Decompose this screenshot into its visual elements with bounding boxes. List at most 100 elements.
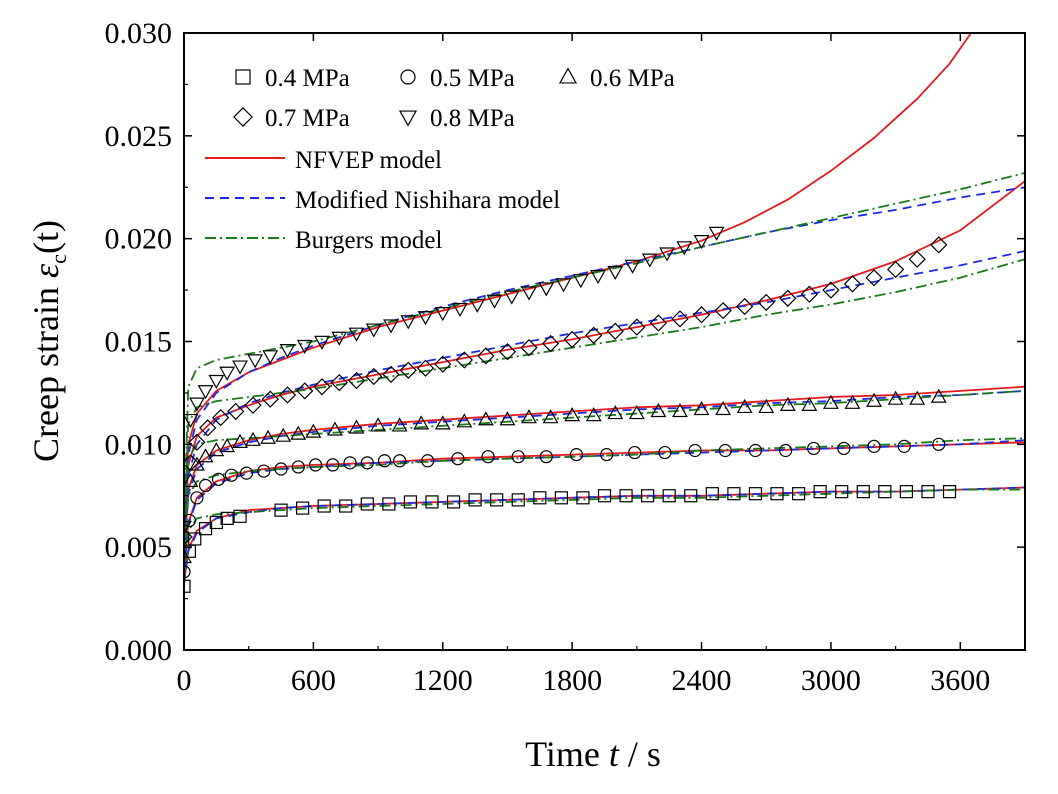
data-point-triangle-up xyxy=(348,419,365,434)
data-point-triangle-down xyxy=(279,344,296,359)
data-point-triangle-down xyxy=(296,339,313,355)
data-point-square xyxy=(770,487,784,501)
legend: 0.4 MPa 0.5 MPa 0.6 MPa 0.7 MPa 0.8 MPa NFVEP… xyxy=(205,65,675,254)
x-tick-label: 3600 xyxy=(930,664,990,697)
data-point-triangle-up xyxy=(413,415,430,430)
data-point-square xyxy=(403,495,418,509)
series-0-8-mpa xyxy=(184,226,725,536)
data-point-triangle-down xyxy=(452,302,468,318)
data-point-triangle-up xyxy=(305,423,322,438)
data-point-square xyxy=(188,532,202,546)
burgers-model-curve-4 xyxy=(184,258,1025,537)
data-point-triangle-down xyxy=(247,354,264,369)
data-point-diamond xyxy=(671,310,689,328)
data-point-circle xyxy=(211,472,226,486)
data-point-diamond xyxy=(434,355,452,373)
data-point-triangle-down xyxy=(219,366,236,381)
data-point-triangle-up xyxy=(585,407,602,422)
data-point-triangle-down xyxy=(486,294,503,309)
data-point-triangle-up xyxy=(434,415,451,430)
data-point-triangle-down xyxy=(659,247,675,262)
data-point-square xyxy=(576,491,590,505)
modified-nishihara-model-curve-2 xyxy=(184,439,1025,572)
data-point-square xyxy=(296,501,310,515)
data-point-circle xyxy=(897,439,911,453)
data-point-triangle-up xyxy=(887,390,904,405)
data-point-triangle-up xyxy=(456,413,473,428)
data-point-square xyxy=(727,487,741,501)
data-point-triangle-up xyxy=(370,417,387,432)
data-point-diamond xyxy=(822,281,840,299)
legend-item-nfvep-model: NFVEP model xyxy=(205,147,442,174)
data-point-square xyxy=(511,493,525,507)
legend-label: 0.4 MPa xyxy=(265,65,350,92)
data-point-circle xyxy=(184,513,196,528)
data-point-triangle-down xyxy=(469,298,486,313)
y-axis-title: Creep strain εc(t) xyxy=(26,220,71,462)
data-point-triangle-up xyxy=(275,427,292,442)
legend-item-0-5-mpa: 0.5 MPa xyxy=(400,65,515,92)
data-point-triangle-up xyxy=(184,549,192,564)
legend-label: 0.7 MPa xyxy=(265,105,350,132)
x-tick-label: 1800 xyxy=(542,664,602,697)
data-point-square xyxy=(791,487,806,501)
legend-item-0-7-mpa: 0.7 MPa xyxy=(233,105,350,132)
data-point-square xyxy=(748,487,763,501)
data-point-diamond xyxy=(184,454,200,472)
data-point-triangle-up xyxy=(290,425,307,440)
y-tick-label: 0.005 xyxy=(105,531,173,564)
data-point-diamond xyxy=(628,318,646,336)
data-point-diamond xyxy=(244,396,262,414)
data-point-circle xyxy=(184,565,191,579)
data-point-square xyxy=(220,511,234,525)
data-point-circle xyxy=(224,468,239,482)
data-point-triangle-up xyxy=(477,411,494,426)
data-point-circle xyxy=(451,452,465,466)
data-point-diamond xyxy=(886,260,905,279)
series-0-4-mpa xyxy=(184,485,957,593)
data-point-diamond xyxy=(800,285,819,303)
data-point-triangle-up xyxy=(245,431,261,446)
data-point-diamond xyxy=(278,386,297,404)
y-tick-label: 0.010 xyxy=(105,428,173,461)
data-point-diamond xyxy=(520,339,538,357)
data-point-square xyxy=(468,493,482,507)
data-point-circle xyxy=(360,456,374,470)
data-point-triangle-down xyxy=(693,235,710,250)
data-point-square xyxy=(899,485,913,499)
data-point-square xyxy=(339,499,353,513)
data-point-circle xyxy=(257,464,271,478)
data-point-circle xyxy=(343,456,357,470)
x-tick-label: 1200 xyxy=(413,664,473,697)
data-point-square xyxy=(382,497,396,511)
data-point-circle xyxy=(308,458,323,472)
data-point-triangle-up xyxy=(650,403,667,418)
data-point-triangle-up xyxy=(628,405,645,420)
data-point-triangle-down xyxy=(503,290,520,305)
data-point-circle xyxy=(539,450,553,464)
data-point-circle xyxy=(393,454,407,468)
data-point-triangle-down xyxy=(232,360,248,375)
data-point-triangle-down xyxy=(555,278,572,293)
data-point-triangle-up xyxy=(521,409,537,424)
data-point-triangle-up xyxy=(930,388,947,403)
data-point-circle xyxy=(291,460,305,474)
modified-nishihara-model-curve-1 xyxy=(184,486,1025,585)
data-point-triangle-down xyxy=(383,319,399,334)
data-point-diamond xyxy=(692,306,711,324)
legend-marker-triangle-up xyxy=(558,67,578,84)
nfvep-model-curve-5 xyxy=(184,33,972,527)
y-tick-label: 0.025 xyxy=(105,120,173,153)
data-point-circle xyxy=(569,448,584,462)
data-point-triangle-down xyxy=(521,286,537,301)
data-point-square xyxy=(446,495,461,509)
x-tick-label: 600 xyxy=(291,664,336,697)
data-point-triangle-down xyxy=(641,253,658,268)
y-tick-label: 0.000 xyxy=(105,634,173,667)
data-point-diamond xyxy=(382,365,400,384)
data-point-square xyxy=(705,487,719,501)
data-point-square xyxy=(662,489,676,503)
data-point-triangle-up xyxy=(736,398,753,414)
data-point-triangle-down xyxy=(417,311,434,326)
data-point-circle xyxy=(377,454,392,468)
